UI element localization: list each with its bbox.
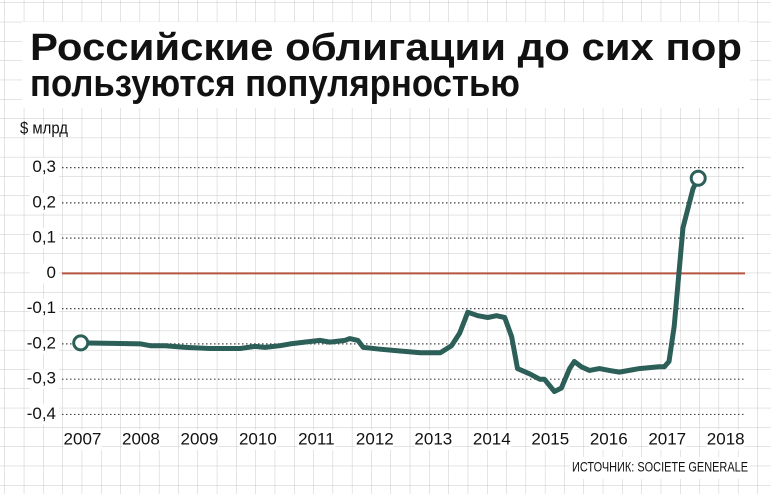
x-tick-label-bg <box>238 430 277 450</box>
end-marker <box>689 169 707 187</box>
x-tick-label: 2015 <box>531 429 569 448</box>
x-tick-label-bg <box>180 430 219 450</box>
y-tick-label: -0,4 <box>27 404 56 423</box>
x-tick-label: 2012 <box>356 429 394 448</box>
x-tick-label: 2007 <box>64 429 102 448</box>
y-tick-label-bg <box>30 157 59 178</box>
data-line <box>78 175 701 394</box>
x-tick-label: 2010 <box>239 429 277 448</box>
x-tick-label-bg <box>589 430 628 450</box>
x-tick-label-bg <box>531 430 570 450</box>
y-tick-label-bg <box>30 404 59 425</box>
y-tick-label-bg <box>30 333 59 354</box>
y-tick-label: 0,2 <box>32 192 56 211</box>
y-tick-label: -0,1 <box>27 298 56 317</box>
x-tick-label-bg <box>121 430 160 450</box>
y-tick-label-bg <box>30 228 59 249</box>
y-tick-label: 0,1 <box>32 228 56 247</box>
chart-title: пользуются популярностью <box>30 63 520 105</box>
y-tick-label-bg <box>30 263 59 284</box>
chart-title: Российские облигации до сих пор <box>30 27 742 69</box>
x-tick-label: 2018 <box>707 429 745 448</box>
y-tick-label: -0,2 <box>27 333 56 352</box>
x-tick-label-bg <box>63 430 102 450</box>
source: ИСТОЧНИК: SOCIETE GENERALE <box>572 459 748 475</box>
x-tick-label-bg <box>648 430 687 450</box>
x-tick-label: 2008 <box>122 429 160 448</box>
x-tick-label: 2009 <box>181 429 219 448</box>
title-box <box>22 22 750 108</box>
y-tick-label-bg <box>30 298 59 319</box>
x-tick-label-bg <box>472 430 511 450</box>
x-tick-label: 2013 <box>414 429 452 448</box>
y-tick-label: 0,3 <box>32 157 56 176</box>
x-tick-label: 2017 <box>648 429 686 448</box>
x-tick-label: 2016 <box>590 429 628 448</box>
end-marker <box>72 334 90 352</box>
y-tick-label-bg <box>30 192 59 213</box>
y-tick-label: 0 <box>47 263 56 282</box>
source-box <box>570 457 750 479</box>
x-tick-label-bg <box>414 430 453 450</box>
x-tick-label: 2011 <box>298 429 335 448</box>
x-tick-label-bg <box>706 430 745 450</box>
y-tick-label: -0,3 <box>27 369 56 388</box>
x-tick-label: 2014 <box>473 429 511 448</box>
x-tick-label-bg <box>297 430 336 450</box>
y-tick-label-bg <box>30 369 59 390</box>
y-axis-label: $ млрд <box>20 118 68 137</box>
x-tick-label-bg <box>355 430 394 450</box>
